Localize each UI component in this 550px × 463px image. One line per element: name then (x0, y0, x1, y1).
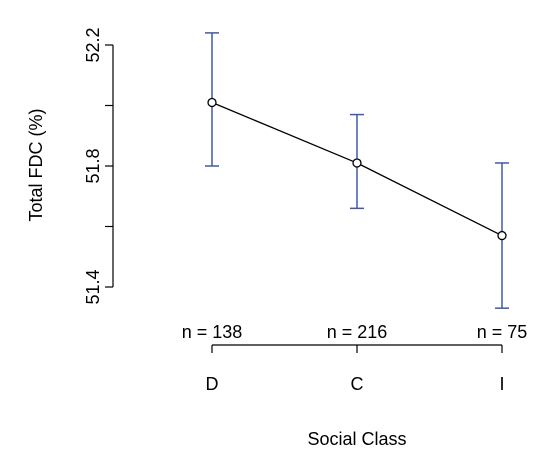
y-tick-label: 51.4 (83, 269, 103, 304)
count-labels: n = 138 n = 216 n = 75 (182, 322, 528, 342)
x-tick-label: I (499, 374, 504, 394)
count-label: n = 75 (477, 322, 528, 342)
count-label: n = 216 (327, 322, 388, 342)
x-tick-label: D (206, 374, 219, 394)
series-line-segment (360, 164, 499, 235)
data-point (207, 97, 217, 108)
data-point (352, 158, 362, 168)
y-axis-title: Total FDC (%) (26, 108, 46, 221)
data-points (207, 97, 507, 241)
series-line (215, 103, 499, 235)
y-tick-label: 52.2 (83, 27, 103, 62)
series-line-segment (215, 103, 354, 163)
y-tick-label: 51.8 (83, 148, 103, 183)
data-point (497, 230, 507, 241)
x-axis-title: Social Class (307, 429, 406, 449)
y-axis: 51.4 51.8 52.2 (83, 27, 114, 305)
error-bars (205, 32, 509, 309)
x-tick-label: C (351, 374, 364, 394)
count-label: n = 138 (182, 322, 243, 342)
